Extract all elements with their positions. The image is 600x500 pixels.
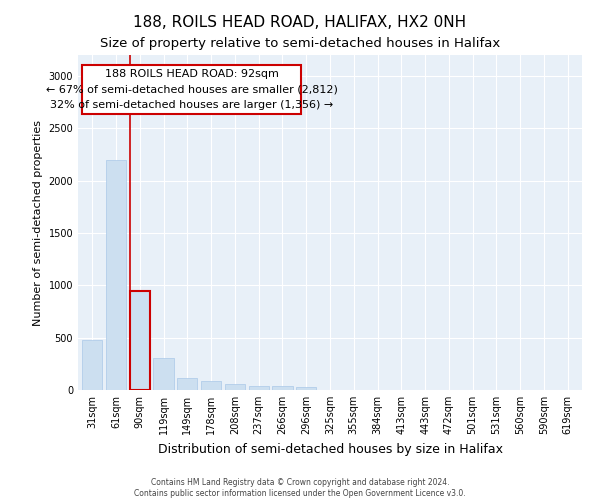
Bar [177,378,197,390]
Bar [225,384,245,390]
Text: 188, ROILS HEAD ROAD, HALIFAX, HX2 0NH: 188, ROILS HEAD ROAD, HALIFAX, HX2 0NH [133,15,467,30]
Y-axis label: Number of semi-detached properties: Number of semi-detached properties [33,120,43,326]
Bar [296,387,316,390]
Text: 32% of semi-detached houses are larger (1,356) →: 32% of semi-detached houses are larger (… [50,100,333,110]
Bar [248,386,269,390]
Text: Contains HM Land Registry data © Crown copyright and database right 2024.
Contai: Contains HM Land Registry data © Crown c… [134,478,466,498]
Bar [272,386,293,390]
Text: Size of property relative to semi-detached houses in Halifax: Size of property relative to semi-detach… [100,38,500,51]
Bar [106,160,126,390]
X-axis label: Distribution of semi-detached houses by size in Halifax: Distribution of semi-detached houses by … [157,442,503,456]
Text: ← 67% of semi-detached houses are smaller (2,812): ← 67% of semi-detached houses are smalle… [46,84,337,94]
Bar [154,358,173,390]
Bar [82,340,103,390]
Bar [201,380,221,390]
Bar [130,290,150,390]
FancyBboxPatch shape [82,66,301,114]
Text: 188 ROILS HEAD ROAD: 92sqm: 188 ROILS HEAD ROAD: 92sqm [104,68,278,78]
